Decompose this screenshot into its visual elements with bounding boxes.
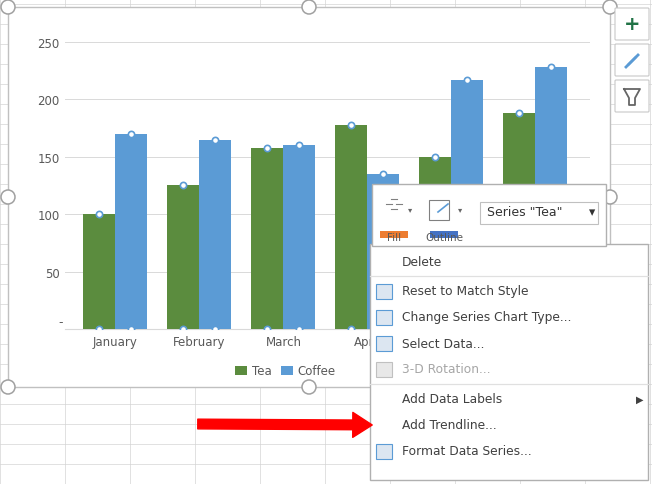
Bar [419, 157, 451, 329]
Text: Add Trendline...: Add Trendline... [402, 419, 497, 432]
Text: 3-D Rotation...: 3-D Rotation... [402, 363, 490, 376]
Text: Select Data...: Select Data... [402, 337, 484, 350]
Bar [200, 140, 231, 329]
Circle shape [603, 380, 617, 394]
Circle shape [1, 1, 15, 15]
Bar [168, 186, 200, 329]
Circle shape [1, 380, 15, 394]
Text: Add Data Labels: Add Data Labels [402, 393, 502, 406]
FancyBboxPatch shape [615, 45, 649, 77]
Bar [252, 148, 284, 329]
Circle shape [302, 380, 316, 394]
Circle shape [1, 191, 15, 205]
Text: ▾: ▾ [408, 205, 412, 214]
Bar [367, 175, 399, 329]
FancyBboxPatch shape [376, 284, 391, 299]
Legend: Tea, Coffee: Tea, Coffee [235, 364, 336, 378]
FancyBboxPatch shape [372, 184, 606, 246]
Bar [451, 81, 483, 329]
Text: Change Series Chart Type...: Change Series Chart Type... [402, 311, 572, 324]
Circle shape [603, 1, 617, 15]
FancyBboxPatch shape [480, 203, 598, 225]
Circle shape [302, 1, 316, 15]
FancyBboxPatch shape [376, 336, 391, 351]
Bar [380, 231, 408, 239]
Text: Reset to Match Style: Reset to Match Style [402, 285, 529, 298]
Text: ▾: ▾ [589, 206, 595, 219]
FancyBboxPatch shape [615, 81, 649, 113]
Text: ▶: ▶ [636, 394, 644, 404]
Text: ▾: ▾ [458, 205, 462, 214]
Bar [430, 231, 458, 239]
Text: +: + [624, 15, 640, 34]
FancyBboxPatch shape [615, 9, 649, 41]
FancyBboxPatch shape [376, 443, 391, 458]
FancyBboxPatch shape [8, 8, 610, 387]
Text: -: - [59, 315, 63, 328]
Bar [284, 146, 316, 329]
Bar [115, 135, 147, 329]
Text: Delete: Delete [402, 255, 442, 268]
FancyBboxPatch shape [376, 362, 391, 377]
Circle shape [603, 191, 617, 205]
Text: Fill: Fill [387, 232, 401, 242]
FancyBboxPatch shape [376, 310, 391, 325]
Bar [535, 68, 567, 329]
Bar [336, 125, 367, 329]
Bar [83, 215, 115, 329]
FancyArrowPatch shape [198, 412, 372, 438]
Text: Outline: Outline [425, 232, 463, 242]
Bar [503, 114, 535, 329]
FancyBboxPatch shape [370, 244, 648, 480]
Text: Series "Tea": Series "Tea" [487, 206, 563, 219]
Text: Format Data Series...: Format Data Series... [402, 445, 532, 457]
